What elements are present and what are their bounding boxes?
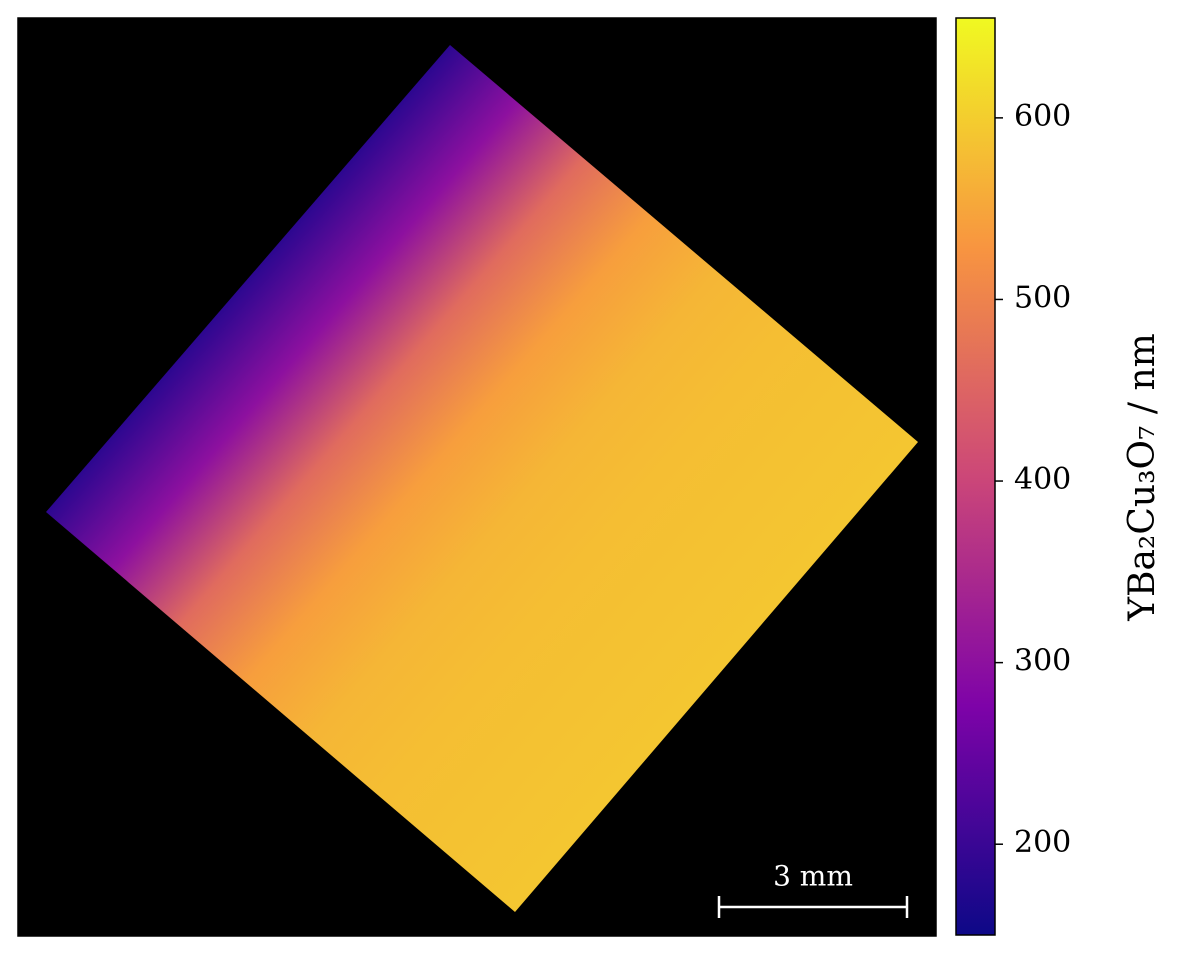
- image-frame: [17, 17, 937, 937]
- colorbar: [955, 17, 996, 936]
- scale-bar: [717, 896, 909, 918]
- colorbar-tick-label: 600: [1014, 99, 1071, 134]
- colorbar-tick-label: 200: [1014, 825, 1071, 860]
- colorbar-tick-label: 300: [1014, 644, 1071, 679]
- colorbar-tick-label: 400: [1014, 462, 1071, 497]
- colorbar-tick-label: 500: [1014, 280, 1071, 315]
- scale-bar-label: 3 mm: [773, 860, 853, 893]
- sample: [46, 45, 918, 912]
- colorbar-label: YBa₂Cu₃O₇ / nm: [1122, 333, 1163, 622]
